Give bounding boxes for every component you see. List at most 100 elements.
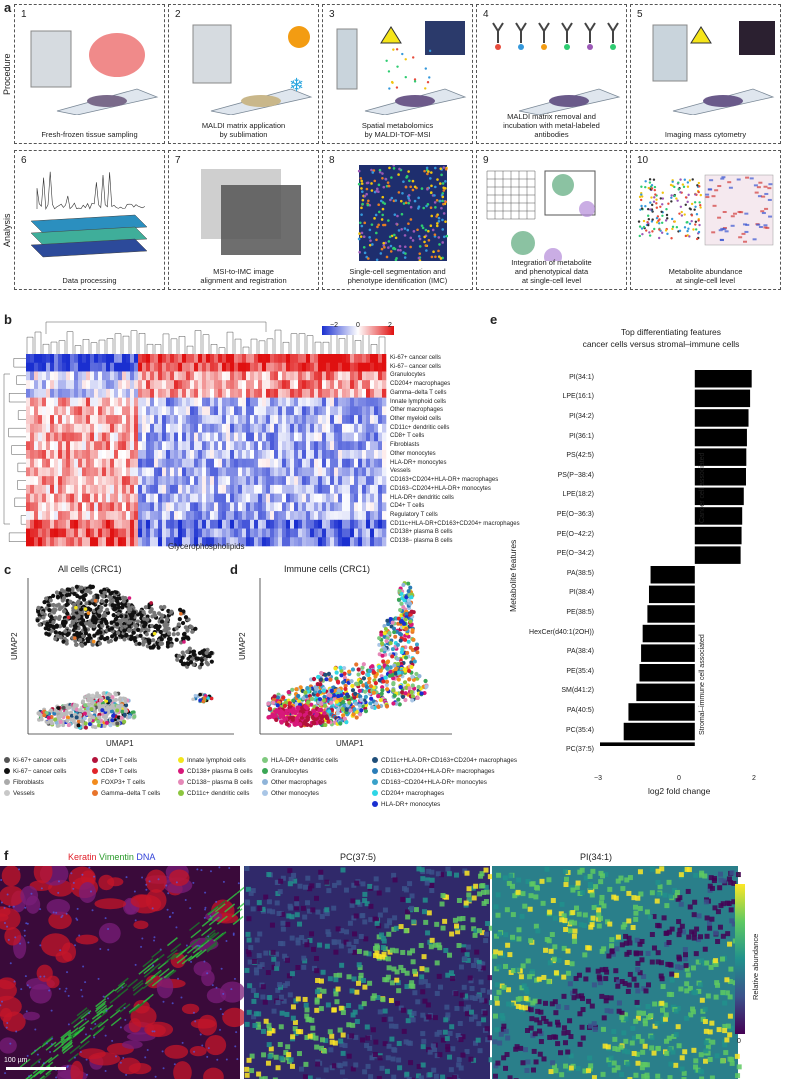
- umap-point: [159, 637, 164, 642]
- heatmap-cell: [114, 415, 119, 425]
- heatmap-cell: [326, 441, 331, 451]
- heatmap-cell: [194, 528, 199, 538]
- heatmap-cell: [342, 484, 347, 494]
- heatmap-cell: [306, 502, 311, 512]
- heatmap-cell: [110, 528, 115, 538]
- heatmap-cell: [238, 450, 243, 460]
- heatmap-cell: [122, 458, 127, 468]
- heatmap-cell: [162, 397, 167, 407]
- umap-point: [334, 670, 339, 675]
- heatmap-cell: [334, 441, 339, 451]
- heatmap-cell: [54, 388, 59, 398]
- umap-point: [315, 692, 320, 697]
- heatmap-cell: [238, 362, 243, 372]
- heatmap-cell: [142, 415, 147, 425]
- heatmap-cell: [310, 476, 315, 486]
- heatmap-cell: [242, 502, 247, 512]
- heatmap-cell: [330, 537, 335, 547]
- heatmap-cell: [330, 397, 335, 407]
- heatmap-cell: [142, 441, 147, 451]
- heatmap-cell: [234, 388, 239, 398]
- heatmap-cell: [86, 371, 91, 381]
- umap-point: [90, 618, 95, 623]
- umap-point: [36, 605, 41, 610]
- heatmap-cell: [158, 362, 163, 372]
- heatmap-cell: [222, 450, 227, 460]
- heatmap-cell: [34, 450, 39, 460]
- heatmap-cell: [286, 484, 291, 494]
- heatmap-cell: [274, 484, 279, 494]
- heatmap-cell: [342, 406, 347, 416]
- umap-point: [371, 670, 377, 675]
- heatmap-cell: [218, 441, 223, 451]
- heatmap-cell: [326, 458, 331, 468]
- heatmap-cell: [186, 528, 191, 538]
- bar-PA(40:5): [628, 703, 695, 721]
- heatmap-cell: [122, 388, 127, 398]
- heatmap-cell: [202, 354, 207, 364]
- heatmap-cell: [250, 519, 255, 529]
- heatmap-cell: [218, 406, 223, 416]
- heatmap-cell: [150, 371, 155, 381]
- heatmap-cell: [42, 502, 47, 512]
- heatmap-cell: [30, 467, 35, 477]
- heatmap-cell: [38, 388, 43, 398]
- heatmap-cell: [274, 388, 279, 398]
- heatmap-cell: [234, 493, 239, 503]
- umap-point: [191, 697, 195, 702]
- umap-point: [407, 686, 412, 691]
- heatmap-cell: [166, 493, 171, 503]
- heatmap-cell: [102, 354, 107, 364]
- heatmap-cell: [122, 380, 127, 390]
- heatmap-cell: [250, 493, 255, 503]
- heatmap-cell: [198, 537, 203, 547]
- heatmap-cell: [126, 502, 131, 512]
- heatmap-cell: [38, 476, 43, 486]
- heatmap-cell: [186, 388, 191, 398]
- heatmap-cell: [190, 371, 195, 381]
- heatmap-cell: [350, 502, 355, 512]
- heatmap-cell: [286, 406, 291, 416]
- heatmap-cell: [26, 467, 31, 477]
- heatmap-cell: [50, 511, 55, 521]
- heatmap-cell: [354, 476, 359, 486]
- heatmap-cell: [222, 371, 227, 381]
- step-illustration: [336, 21, 467, 115]
- umap-point: [54, 603, 59, 608]
- umap-point: [134, 641, 139, 647]
- heatmap-cell: [298, 476, 303, 486]
- heatmap-row-label: Ki-67+ cancer cells: [390, 354, 441, 361]
- heatmap-cell: [130, 397, 135, 407]
- heatmap-cell: [206, 458, 211, 468]
- heatmap-cell: [242, 406, 247, 416]
- heatmap-cell: [342, 388, 347, 398]
- heatmap-cell: [230, 397, 235, 407]
- umap-point: [363, 694, 369, 699]
- heatmap-cell: [194, 476, 199, 486]
- heatmap-cell: [218, 354, 223, 364]
- umap-point: [209, 696, 214, 701]
- umap-point: [349, 679, 354, 684]
- heatmap-cell: [298, 380, 303, 390]
- heatmap-cell: [242, 362, 247, 372]
- heatmap-cell: [190, 458, 195, 468]
- heatmap-cell: [110, 502, 115, 512]
- heatmap-cell: [94, 502, 99, 512]
- umap-point: [124, 709, 129, 714]
- umap-point: [141, 609, 146, 615]
- heatmap-cell: [230, 458, 235, 468]
- heatmap-cell: [258, 441, 263, 451]
- heatmap-cell: [234, 511, 239, 521]
- heatmap-cell: [258, 458, 263, 468]
- heatmap-cell: [174, 371, 179, 381]
- umap-point: [178, 607, 183, 612]
- umap-point: [392, 626, 397, 631]
- umap-point: [58, 720, 63, 725]
- heatmap-cell: [310, 397, 315, 407]
- heatmap-cell: [366, 502, 371, 512]
- heatmap-cell: [302, 432, 307, 442]
- heatmap-cell: [46, 397, 51, 407]
- heatmap-cell: [98, 450, 103, 460]
- heatmap-cell: [318, 441, 323, 451]
- heatmap-cell: [126, 415, 131, 425]
